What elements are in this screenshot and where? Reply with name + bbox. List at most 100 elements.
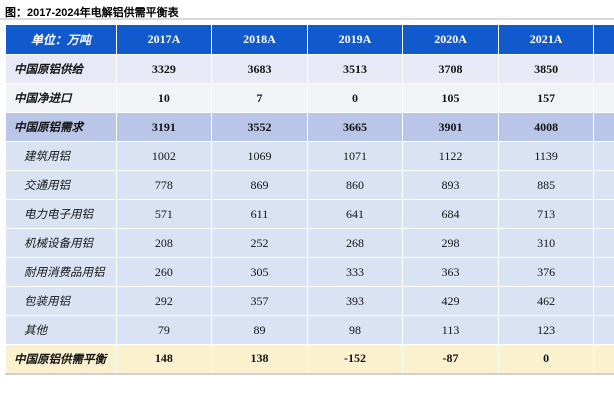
table-cell: 113 — [402, 315, 499, 345]
table-cell: 1002 — [115, 141, 213, 171]
year-header-2017A: 2017A — [115, 24, 213, 55]
table-cell: 3665 — [306, 112, 404, 142]
table-cell: 778 — [115, 170, 213, 200]
header-row: 单位：万吨 2017A 2018A 2019A 2020A 2021A — [5, 24, 614, 55]
table-cell: 138 — [211, 344, 308, 375]
truncated-cell — [593, 141, 614, 171]
table-body: 中国原铝供给 3329 3683 3513 3708 3850 中国净进口 10 7 0 105 15… — [5, 54, 614, 375]
truncated-cell — [593, 228, 614, 258]
table-cell: 0 — [306, 83, 404, 113]
row-label: 其他 — [5, 315, 117, 345]
table-cell: 571 — [115, 199, 213, 229]
truncated-cell — [593, 112, 614, 142]
table-cell: 1071 — [306, 141, 404, 171]
table-cell: 310 — [497, 228, 595, 258]
row-label: 机械设备用铝 — [5, 228, 117, 258]
table-cell: 641 — [306, 199, 404, 229]
table-cell: 1069 — [211, 141, 308, 171]
unit-header-cell: 单位：万吨 — [5, 24, 117, 55]
truncated-cell — [593, 344, 614, 375]
table-cell: 98 — [306, 315, 404, 345]
table-cell: 376 — [497, 257, 595, 287]
table-cell: 357 — [211, 286, 308, 316]
table-row-0: 中国原铝供给 3329 3683 3513 3708 3850 — [5, 54, 614, 84]
table-row-10: 中国原铝供需平衡 148 138 -152 -87 0 — [5, 344, 614, 375]
table-cell: 10 — [115, 83, 213, 113]
row-label: 中国原铝供需平衡 — [5, 344, 117, 375]
table-row-4: 交通用铝 778 869 860 893 885 — [5, 170, 614, 200]
truncated-cell — [593, 286, 614, 316]
row-label: 中国原铝供给 — [5, 54, 117, 84]
title-divider — [0, 18, 614, 20]
table-cell: 429 — [402, 286, 499, 316]
table-cell: 713 — [497, 199, 595, 229]
table-cell: 148 — [115, 344, 213, 375]
row-label: 中国原铝需求 — [5, 112, 117, 142]
table-row-6: 机械设备用铝 208 252 268 298 310 — [5, 228, 614, 258]
year-header-2019A: 2019A — [306, 24, 404, 55]
table-cell: 89 — [211, 315, 308, 345]
table-cell: 363 — [402, 257, 499, 287]
table-cell: 1122 — [402, 141, 499, 171]
table-cell: 3552 — [211, 112, 308, 142]
table-cell: 462 — [497, 286, 595, 316]
table-cell: 4008 — [497, 112, 595, 142]
table-cell: 3513 — [306, 54, 404, 84]
table-cell: 292 — [115, 286, 213, 316]
table-cell: -87 — [402, 344, 499, 375]
table-cell: -152 — [306, 344, 404, 375]
row-label: 耐用消费品用铝 — [5, 257, 117, 287]
row-label: 电力电子用铝 — [5, 199, 117, 229]
table-row-8: 包装用铝 292 357 393 429 462 — [5, 286, 614, 316]
table-cell: 79 — [115, 315, 213, 345]
figure-title: 图：2017-2024年电解铝供需平衡表 — [5, 7, 179, 19]
table-cell: 268 — [306, 228, 404, 258]
table-cell: 3708 — [402, 54, 499, 84]
truncated-cell — [593, 170, 614, 200]
table-cell: 869 — [211, 170, 308, 200]
table-cell: 7 — [211, 83, 308, 113]
row-label: 交通用铝 — [5, 170, 117, 200]
table-cell: 3191 — [115, 112, 213, 142]
row-label: 包装用铝 — [5, 286, 117, 316]
table-cell: 0 — [497, 344, 595, 375]
truncated-cell — [593, 257, 614, 287]
table-row-5: 电力电子用铝 571 611 641 684 713 — [5, 199, 614, 229]
table-cell: 105 — [402, 83, 499, 113]
year-header-2018A: 2018A — [211, 24, 308, 55]
table-row-2: 中国原铝需求 3191 3552 3665 3901 4008 — [5, 112, 614, 142]
table-cell: 252 — [211, 228, 308, 258]
table-cell: 3683 — [211, 54, 308, 84]
row-label: 中国净进口 — [5, 83, 117, 113]
truncated-column-header — [593, 24, 614, 55]
table-cell: 1139 — [497, 141, 595, 171]
table-cell: 157 — [497, 83, 595, 113]
table-cell: 260 — [115, 257, 213, 287]
table-cell: 298 — [402, 228, 499, 258]
table-row-3: 建筑用铝 1002 1069 1071 1122 1139 — [5, 141, 614, 171]
table-cell: 3850 — [497, 54, 595, 84]
row-label: 建筑用铝 — [5, 141, 117, 171]
year-header-2021A: 2021A — [497, 24, 595, 55]
table-cell: 208 — [115, 228, 213, 258]
table-row-1: 中国净进口 10 7 0 105 157 — [5, 83, 614, 113]
table-cell: 885 — [497, 170, 595, 200]
table-cell: 611 — [211, 199, 308, 229]
table-cell: 393 — [306, 286, 404, 316]
truncated-cell — [593, 54, 614, 84]
table-cell: 333 — [306, 257, 404, 287]
truncated-cell — [593, 199, 614, 229]
table-row-7: 耐用消费品用铝 260 305 333 363 376 — [5, 257, 614, 287]
table-cell: 684 — [402, 199, 499, 229]
truncated-cell — [593, 83, 614, 113]
table-cell: 305 — [211, 257, 308, 287]
year-header-2020A: 2020A — [402, 24, 499, 55]
table-cell: 860 — [306, 170, 404, 200]
table-cell: 893 — [402, 170, 499, 200]
table-cell: 3329 — [115, 54, 213, 84]
table-row-9: 其他 79 89 98 113 123 — [5, 315, 614, 345]
truncated-cell — [593, 315, 614, 345]
supply-demand-table: 单位：万吨 2017A 2018A 2019A 2020A 2021A 中国原铝供给 332… — [5, 24, 614, 375]
table-cell: 3901 — [402, 112, 499, 142]
